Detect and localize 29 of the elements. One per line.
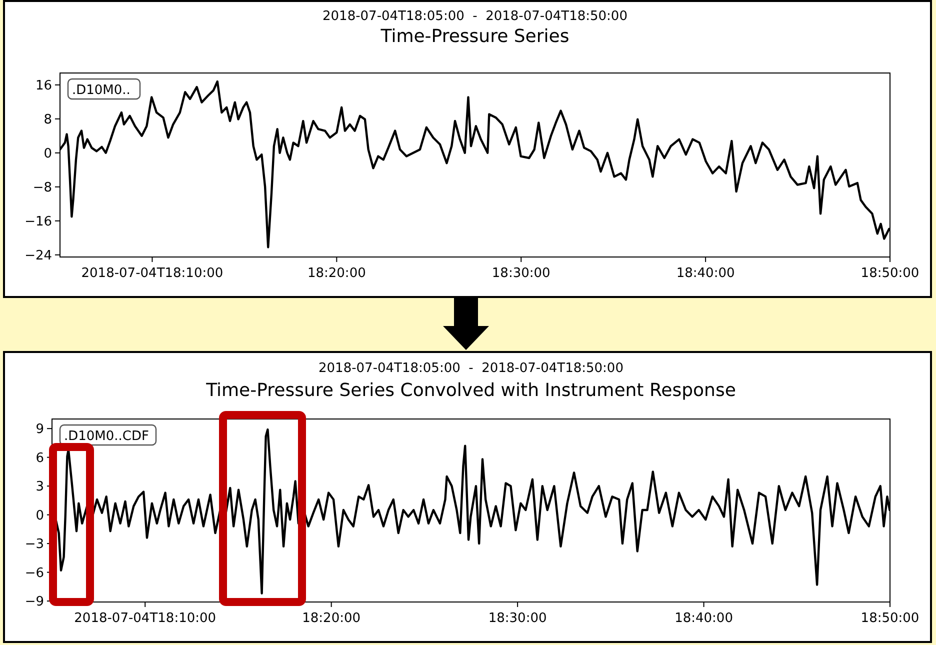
chart-title: Time-Pressure Series	[380, 26, 570, 47]
x-tick-label: 18:20:00	[302, 611, 361, 626]
x-tick-label: 2018-07-04T18:10:00	[81, 266, 224, 281]
chart-subtitle: 2018-07-04T18:05:00 - 2018-07-04T18:50:00	[318, 361, 624, 376]
series-label: .D10M0..CDF	[64, 429, 150, 444]
y-tick-label: 8	[44, 112, 52, 128]
x-tick-label: 18:20:00	[307, 266, 366, 281]
series-label: .D10M0..	[72, 83, 130, 98]
x-tick-label: 18:30:00	[488, 611, 547, 626]
y-tick-label: 9	[36, 422, 44, 438]
y-tick-label: −3	[24, 537, 44, 552]
x-tick-label: 18:30:00	[492, 266, 550, 281]
x-tick-label: 18:40:00	[676, 266, 735, 281]
y-tick-label: 3	[36, 480, 44, 495]
y-tick-label: −8	[32, 180, 52, 196]
y-tick-label: 0	[36, 508, 44, 524]
y-tick-label: −16	[24, 214, 52, 230]
x-tick-label: 18:50:00	[860, 611, 920, 626]
chart-title: Time-Pressure Series Convolved with Instrument Response	[205, 380, 736, 401]
y-tick-label: −24	[24, 248, 52, 264]
y-tick-label: −9	[24, 594, 44, 610]
y-tick-label: 0	[44, 146, 52, 162]
y-tick-label: 6	[36, 450, 44, 466]
y-tick-label: −6	[24, 566, 44, 581]
chart-subtitle: 2018-07-04T18:05:00 - 2018-07-04T18:50:00	[322, 9, 628, 24]
x-tick-label: 2018-07-04T18:10:00	[74, 611, 216, 626]
x-tick-label: 18:50:00	[860, 266, 920, 281]
y-tick-label: 16	[35, 78, 52, 94]
x-tick-label: 18:40:00	[674, 611, 733, 626]
